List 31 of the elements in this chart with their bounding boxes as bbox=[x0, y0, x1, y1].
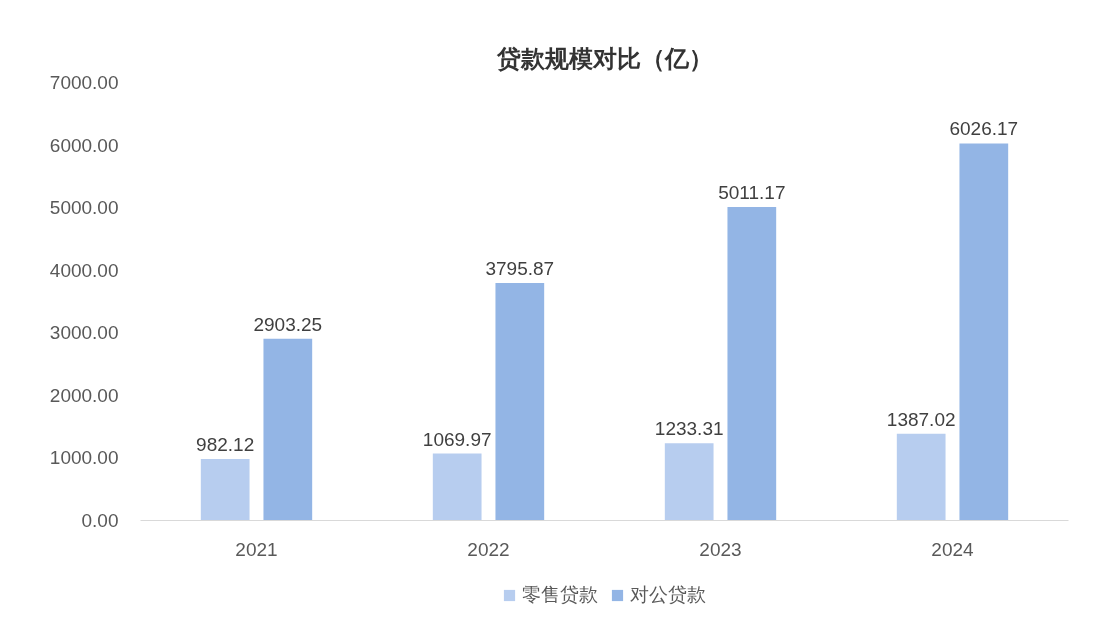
data-label: 1387.02 bbox=[886, 408, 956, 430]
y-tick-label: 5000.00 bbox=[49, 197, 119, 219]
chart-title: 贷款规模对比（亿） bbox=[495, 44, 713, 72]
y-tick-label: 7000.00 bbox=[49, 72, 119, 93]
bar bbox=[959, 143, 1009, 521]
bar bbox=[432, 453, 482, 521]
legend-label: 零售贷款 bbox=[522, 583, 598, 607]
bar bbox=[727, 206, 777, 521]
data-label: 1233.31 bbox=[654, 418, 724, 440]
data-label: 2903.25 bbox=[253, 313, 323, 335]
bar bbox=[200, 459, 250, 521]
y-tick-label: 2000.00 bbox=[49, 384, 119, 406]
data-label: 982.12 bbox=[196, 434, 255, 456]
y-tick-label: 1000.00 bbox=[49, 447, 119, 469]
x-tick-label: 2024 bbox=[931, 538, 975, 560]
legend-label: 对公贷款 bbox=[630, 583, 706, 607]
y-tick-label: 4000.00 bbox=[49, 259, 119, 281]
y-tick-label: 0.00 bbox=[81, 510, 119, 531]
data-label: 1069.97 bbox=[422, 428, 492, 450]
data-label: 3795.87 bbox=[485, 257, 555, 279]
data-label: 6026.17 bbox=[949, 118, 1019, 140]
bar bbox=[896, 433, 946, 521]
x-tick-label: 2023 bbox=[699, 538, 742, 560]
x-tick-label: 2021 bbox=[235, 538, 278, 560]
data-label: 5011.17 bbox=[718, 181, 786, 203]
bar bbox=[664, 443, 714, 521]
y-tick-label: 6000.00 bbox=[49, 134, 119, 156]
x-tick-label: 2022 bbox=[467, 538, 510, 560]
y-tick-label: 3000.00 bbox=[49, 322, 119, 344]
bar bbox=[263, 338, 313, 521]
bar bbox=[495, 282, 545, 521]
